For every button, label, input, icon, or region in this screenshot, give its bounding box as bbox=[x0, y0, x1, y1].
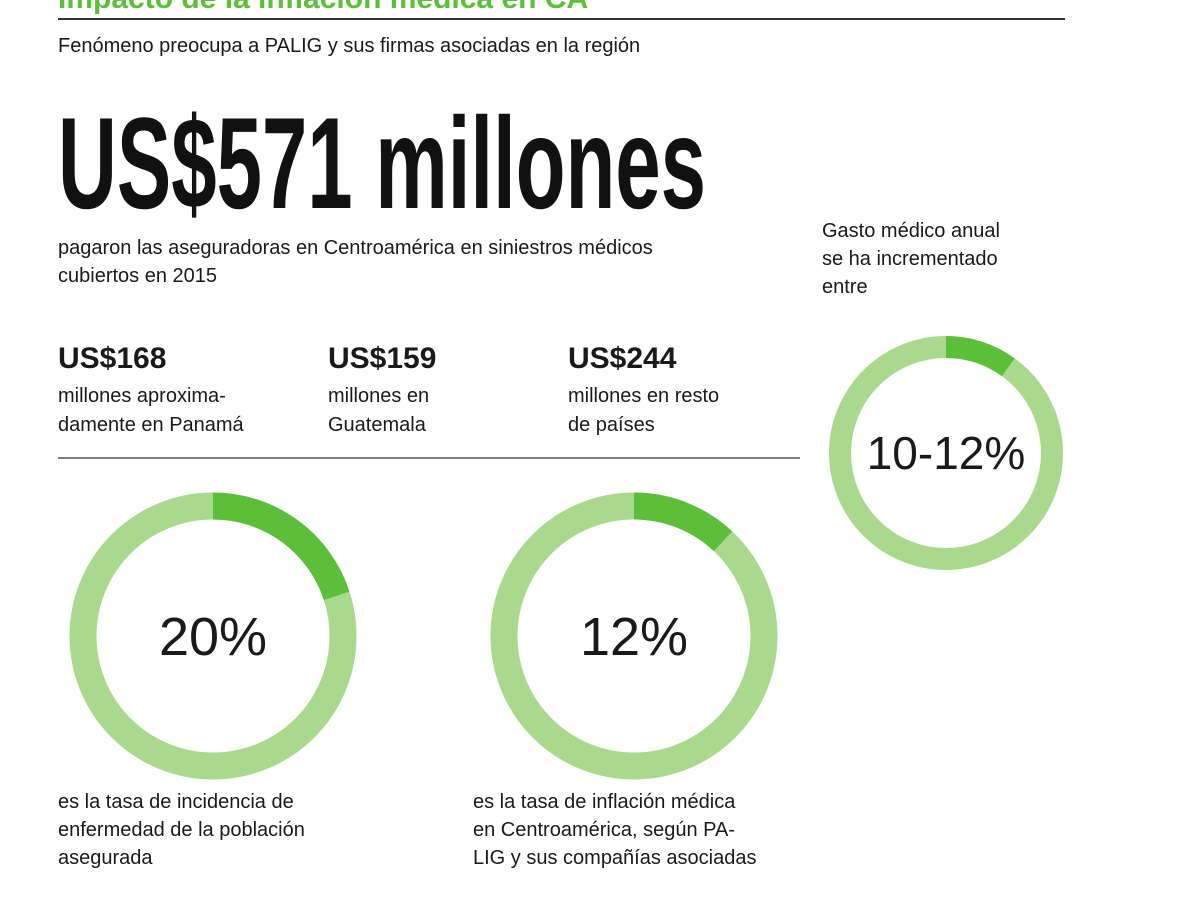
stat-text: millones en bbox=[328, 385, 429, 407]
stat-amount: US$159 bbox=[328, 342, 436, 375]
stat-text: Guatemala bbox=[328, 414, 427, 436]
donut-caption: Gasto médico anual bbox=[822, 220, 1000, 242]
headline-text: pagaron las aseguradoras en Centroaméric… bbox=[58, 237, 653, 259]
donut-caption: LIG y sus compañías asociadas bbox=[473, 847, 756, 869]
title: Impacto de la inflación médica en CA bbox=[58, 0, 588, 15]
donut-caption: es la tasa de inflación médica bbox=[473, 791, 736, 813]
donut-caption: en Centroamérica, según PA- bbox=[473, 819, 735, 841]
donut-caption: es la tasa de incidencia de bbox=[58, 791, 294, 813]
headline-text: cubiertos en 2015 bbox=[58, 265, 217, 287]
stat-text: millones en resto bbox=[568, 385, 719, 407]
donut-arc bbox=[633, 492, 733, 552]
donut-arc bbox=[212, 492, 350, 601]
stat-amount: US$168 bbox=[58, 342, 166, 375]
donut-label: 12% bbox=[580, 607, 688, 667]
donut-caption: entre bbox=[822, 276, 868, 298]
stat-text: damente en Panamá bbox=[58, 414, 245, 436]
donut-caption: se ha incrementado bbox=[822, 248, 998, 270]
subtitle: Fenómeno preocupa a PALIG y sus firmas a… bbox=[58, 35, 640, 57]
stat-text: de países bbox=[568, 414, 655, 436]
donut-arc bbox=[945, 336, 1015, 377]
donut-caption: enfermedad de la población bbox=[58, 819, 305, 841]
headline-amount: US$571 millones bbox=[58, 90, 706, 236]
donut-label: 10-12% bbox=[867, 427, 1026, 479]
stat-text: millones aproxima- bbox=[58, 385, 226, 407]
stat-amount: US$244 bbox=[568, 342, 677, 375]
donut-caption: asegurada bbox=[58, 847, 153, 869]
donut-label: 20% bbox=[159, 607, 267, 667]
